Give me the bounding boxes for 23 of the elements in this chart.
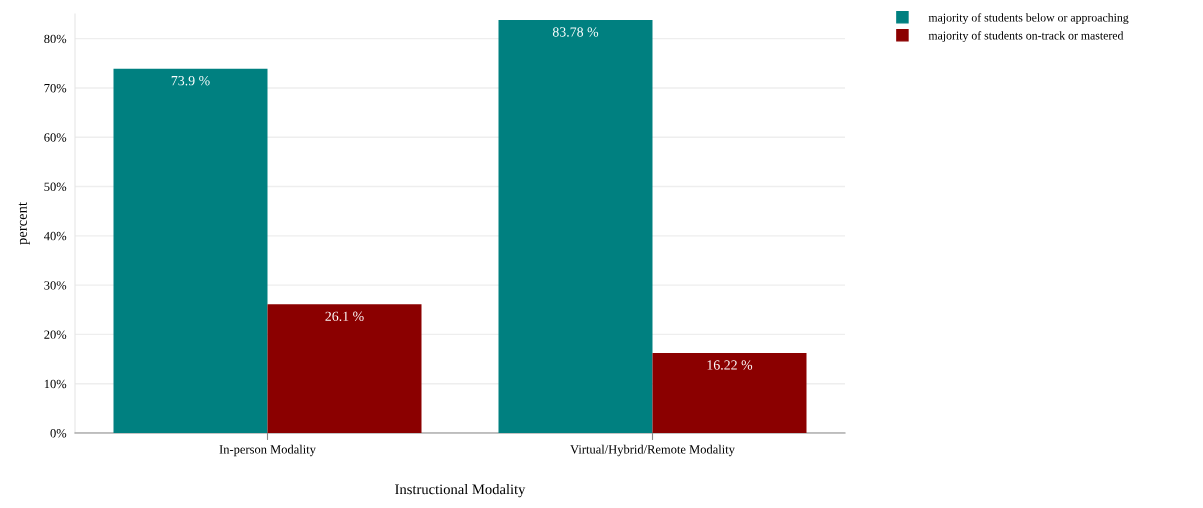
- legend-label: majority of students below or approaching: [928, 13, 1129, 25]
- y-tick-label: 60%: [44, 133, 67, 142]
- data-label: 83.78 %: [552, 27, 599, 37]
- y-tick-label: 20%: [44, 330, 67, 339]
- y-tick-label: 40%: [44, 231, 67, 241]
- bar: [498, 20, 653, 433]
- x-axis-title: Instructional Modality: [395, 483, 526, 498]
- y-tick-label: 50%: [44, 182, 67, 192]
- legend-label: majority of students on-track or mastered: [928, 31, 1124, 42]
- y-tick-label: 0%: [50, 429, 67, 438]
- bar: [652, 353, 807, 433]
- y-tick-label: 70%: [44, 83, 67, 93]
- x-tick-label: In-person Modality: [219, 444, 316, 457]
- bar: [113, 68, 268, 433]
- y-tick-label: 10%: [44, 379, 67, 389]
- x-tick-label: Virtual/Hybrid/Remote Modality: [570, 444, 735, 457]
- y-axis-title: percent: [18, 202, 30, 245]
- data-label: 16.22 %: [707, 360, 753, 370]
- y-tick-label: 30%: [44, 281, 67, 290]
- y-tick-label: 80%: [44, 34, 67, 44]
- data-label: 26.1 %: [325, 311, 364, 322]
- data-label: 73.9 %: [171, 75, 210, 86]
- bar: [267, 304, 422, 433]
